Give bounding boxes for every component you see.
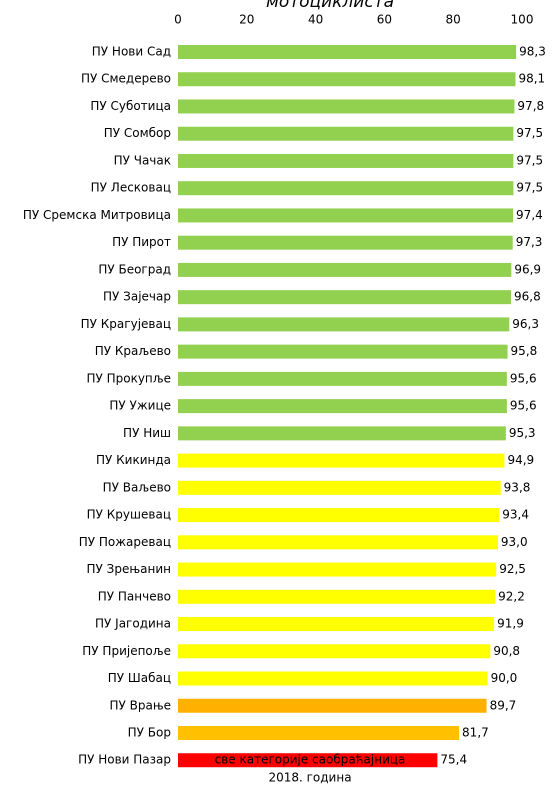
y-tick-label: ПУ Кикинда	[96, 453, 171, 467]
value-label: 95,6	[510, 399, 537, 413]
value-label: 97,4	[516, 208, 543, 222]
footer-text: све категорије саобраћајница	[215, 753, 406, 767]
y-tick-label: ПУ Зајечар	[103, 290, 171, 304]
bar	[178, 99, 515, 114]
value-label: 97,8	[517, 99, 544, 113]
bar	[178, 208, 514, 223]
y-tick-label: ПУ Врање	[109, 698, 171, 712]
y-tick-label: ПУ Ужице	[109, 399, 171, 413]
y-tick-label: ПУ Панчево	[98, 589, 171, 603]
bar	[178, 344, 508, 359]
footer-text: 2018. година	[268, 771, 351, 785]
y-tick-label: ПУ Суботица	[90, 99, 171, 113]
y-tick-label: ПУ Нови Сад	[92, 45, 171, 59]
x-tick-label: 60	[377, 13, 392, 27]
bar	[178, 371, 507, 386]
bar	[178, 671, 488, 686]
bar	[178, 453, 505, 468]
y-tick-label: ПУ Ваљево	[103, 480, 171, 494]
x-tick-label: 20	[239, 13, 254, 27]
y-tick-label: ПУ Смедерево	[81, 72, 171, 86]
value-label: 95,8	[511, 344, 538, 358]
bar	[178, 290, 511, 305]
bar	[178, 126, 514, 141]
y-tick-label: ПУ Крушевац	[87, 508, 171, 522]
value-label: 96,3	[512, 317, 539, 331]
y-tick-label: ПУ Ниш	[123, 426, 171, 440]
y-tick-label: ПУ Шабац	[108, 671, 171, 685]
bar	[178, 262, 512, 277]
bar	[178, 589, 496, 604]
y-tick-label: ПУ Пирот	[112, 235, 171, 249]
bar	[178, 235, 513, 250]
value-label: 90,0	[491, 671, 518, 685]
value-label: 97,5	[516, 153, 543, 167]
value-label: 98,1	[518, 72, 545, 86]
y-tick-label: ПУ Јагодина	[95, 617, 171, 631]
value-label: 90,8	[493, 644, 520, 658]
bar	[178, 535, 498, 550]
x-tick-label: 0	[174, 13, 182, 27]
value-label: 89,7	[490, 698, 517, 712]
bar	[178, 181, 514, 196]
x-tick-label: 80	[446, 13, 461, 27]
value-label: 81,7	[462, 726, 489, 740]
y-tick-label: ПУ Краљево	[95, 344, 171, 358]
value-label: 92,5	[499, 562, 526, 576]
value-label: 96,9	[514, 262, 541, 276]
y-tick-label: ПУ Пожаревац	[79, 535, 171, 549]
value-label: 75,4	[440, 753, 467, 767]
value-label: 97,5	[516, 181, 543, 195]
value-label: 96,8	[514, 290, 541, 304]
bar	[178, 698, 487, 713]
chart-title: мотоциклиста	[266, 0, 394, 12]
x-tick-label: 100	[511, 13, 534, 27]
y-tick-label: ПУ Крагујевац	[81, 317, 171, 331]
bar	[178, 753, 438, 768]
value-label: 94,9	[507, 453, 534, 467]
y-tick-label: ПУ Бор	[128, 726, 171, 740]
y-tick-label: ПУ Сомбор	[104, 126, 171, 140]
value-label: 97,3	[516, 235, 543, 249]
value-label: 95,3	[509, 426, 536, 440]
x-tick-label: 40	[308, 13, 323, 27]
y-tick-label: ПУ Сремска Митровица	[23, 208, 171, 222]
value-label: 97,5	[516, 126, 543, 140]
bar	[178, 480, 501, 495]
bar	[178, 426, 506, 441]
y-tick-label: ПУ Прокупље	[86, 371, 171, 385]
bar	[178, 45, 517, 59]
y-tick-label: ПУ Лесковац	[91, 181, 171, 195]
value-label: 93,0	[501, 535, 528, 549]
y-tick-label: ПУ Пријепоље	[82, 644, 171, 658]
bar	[178, 72, 516, 87]
bar	[178, 644, 491, 659]
value-label: 92,2	[498, 589, 525, 603]
bar	[178, 726, 460, 740]
bar	[178, 153, 514, 168]
y-tick-label: ПУ Зрењанин	[87, 562, 171, 576]
value-label: 93,8	[504, 480, 531, 494]
bar	[178, 562, 497, 577]
value-label: 98,3	[519, 45, 546, 59]
bar	[178, 317, 510, 332]
value-label: 91,9	[497, 617, 524, 631]
y-tick-label: ПУ Нови Пазар	[78, 753, 171, 767]
bar	[178, 617, 495, 632]
y-tick-label: ПУ Чачак	[114, 153, 171, 167]
value-label: 95,6	[510, 371, 537, 385]
bar	[178, 399, 507, 414]
value-label: 93,4	[502, 508, 529, 522]
y-tick-label: ПУ Београд	[98, 262, 171, 276]
bar	[178, 508, 500, 523]
